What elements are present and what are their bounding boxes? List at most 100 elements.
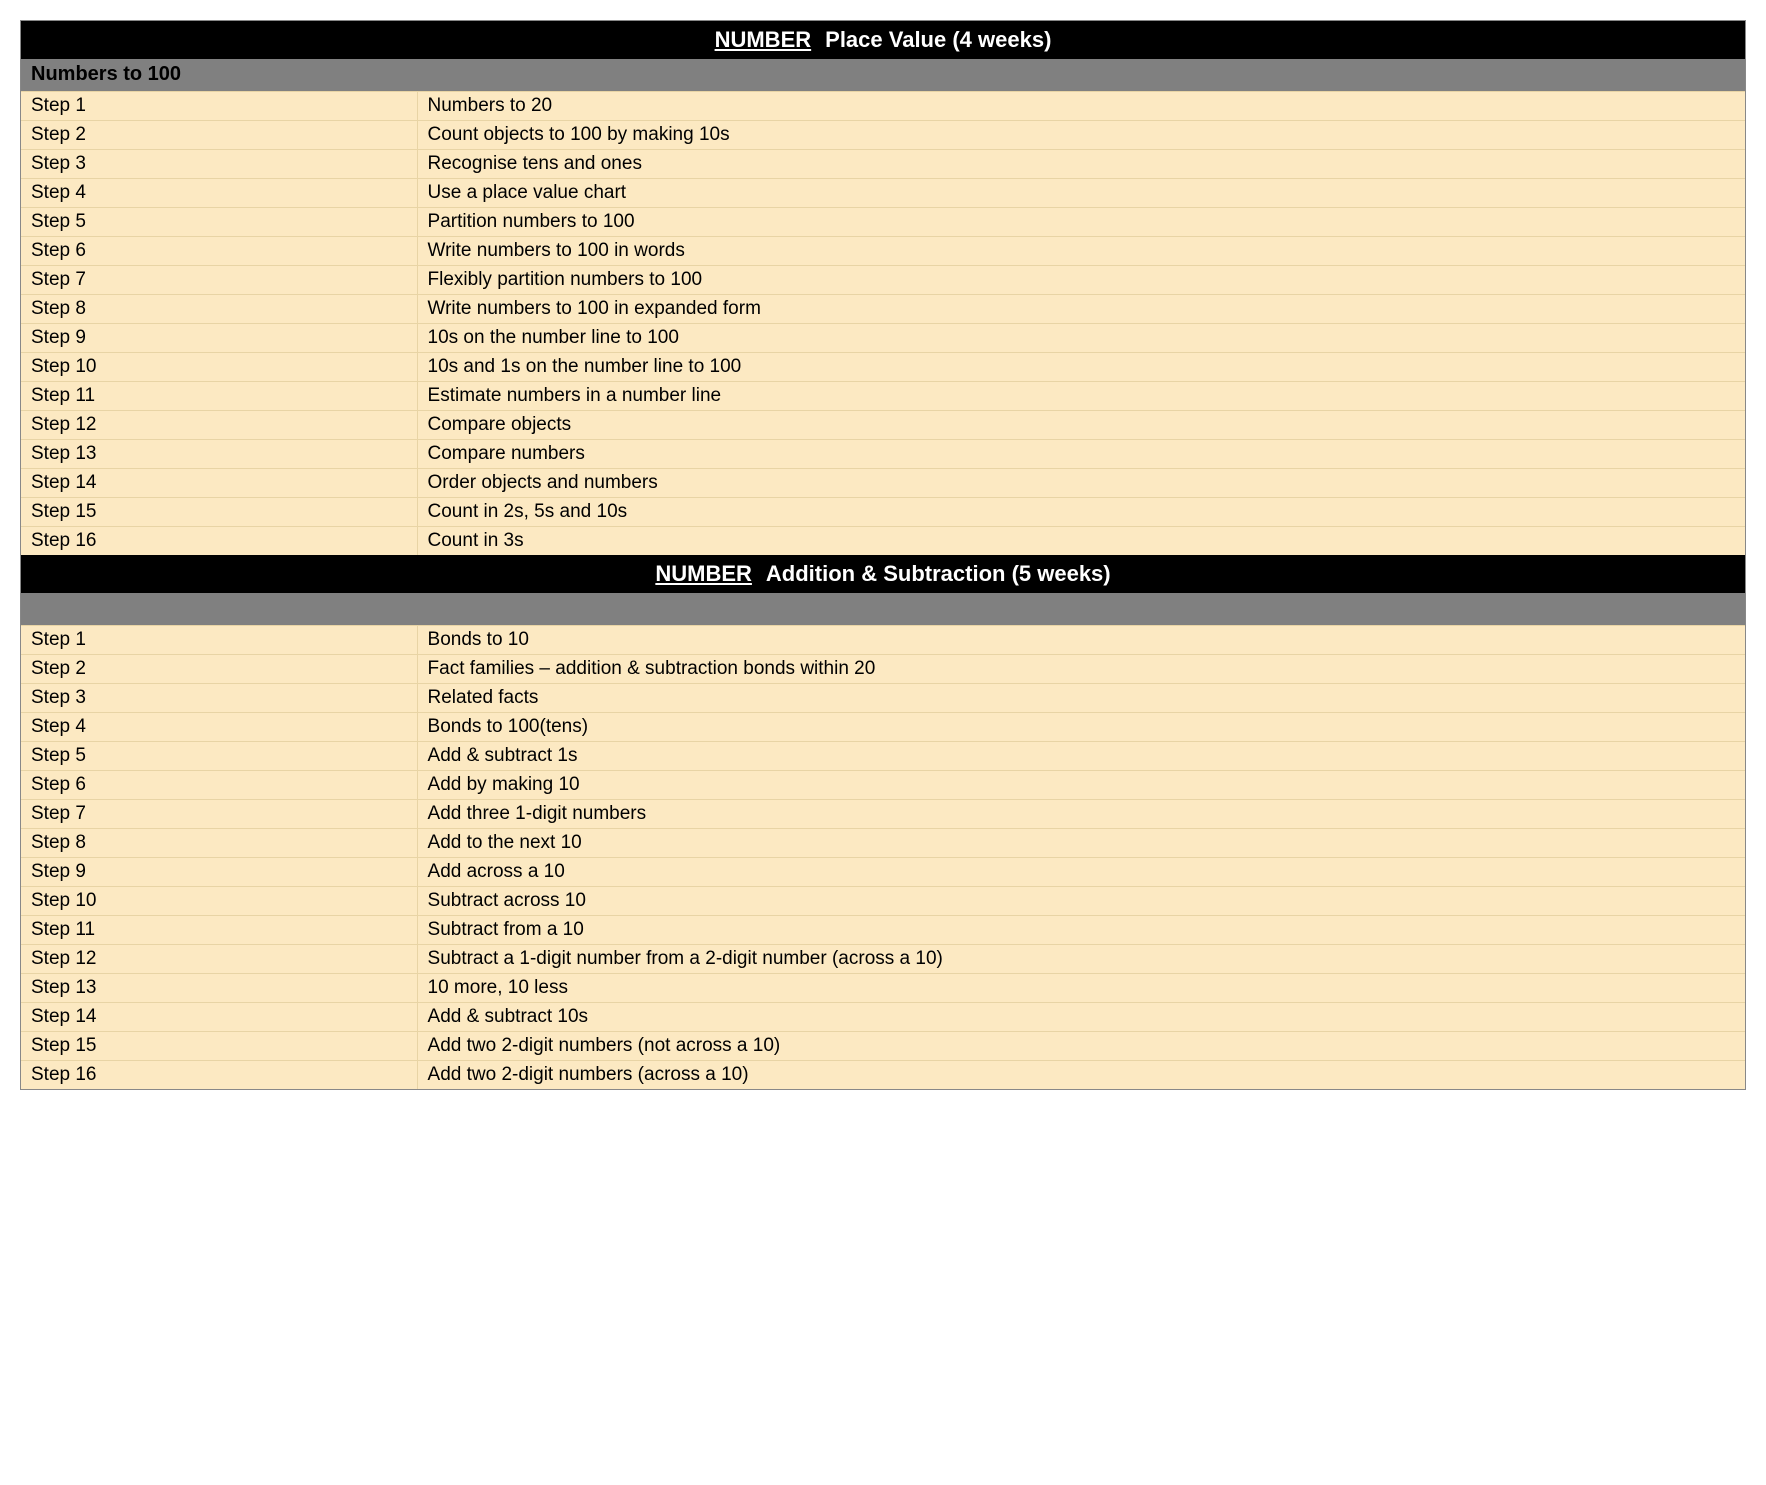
table-row: Step 4Use a place value chart <box>21 178 1745 207</box>
section-title: Addition & Subtraction (5 weeks) <box>766 561 1111 586</box>
step-description: Add two 2-digit numbers (not across a 10… <box>418 1032 1745 1060</box>
section-header: NUMBER Addition & Subtraction (5 weeks) <box>21 555 1745 593</box>
table-row: Step 910s on the number line to 100 <box>21 323 1745 352</box>
step-description: Fact families – addition & subtraction b… <box>418 655 1745 683</box>
step-label: Step 8 <box>21 295 418 323</box>
step-description: 10s and 1s on the number line to 100 <box>418 353 1745 381</box>
section-subheader <box>21 593 1745 625</box>
step-label: Step 8 <box>21 829 418 857</box>
table-row: Step 15Count in 2s, 5s and 10s <box>21 497 1745 526</box>
step-description: Estimate numbers in a number line <box>418 382 1745 410</box>
step-description: Count in 2s, 5s and 10s <box>418 498 1745 526</box>
table-row: Step 9Add across a 10 <box>21 857 1745 886</box>
step-description: Compare numbers <box>418 440 1745 468</box>
step-description: Order objects and numbers <box>418 469 1745 497</box>
step-description: Count in 3s <box>418 527 1745 555</box>
step-label: Step 12 <box>21 411 418 439</box>
step-description: Partition numbers to 100 <box>418 208 1745 236</box>
step-label: Step 13 <box>21 974 418 1002</box>
step-label: Step 5 <box>21 208 418 236</box>
table-row: Step 16Count in 3s <box>21 526 1745 555</box>
step-description: Bonds to 100(tens) <box>418 713 1745 741</box>
step-description: Use a place value chart <box>418 179 1745 207</box>
step-label: Step 14 <box>21 469 418 497</box>
table-row: Step 12Compare objects <box>21 410 1745 439</box>
step-description: Write numbers to 100 in expanded form <box>418 295 1745 323</box>
table-row: Step 7Flexibly partition numbers to 100 <box>21 265 1745 294</box>
step-label: Step 9 <box>21 324 418 352</box>
table-row: Step 3Related facts <box>21 683 1745 712</box>
step-label: Step 4 <box>21 713 418 741</box>
table-row: Step 6Write numbers to 100 in words <box>21 236 1745 265</box>
step-description: Compare objects <box>418 411 1745 439</box>
step-label: Step 3 <box>21 150 418 178</box>
table-row: Step 5Partition numbers to 100 <box>21 207 1745 236</box>
step-description: Subtract a 1-digit number from a 2-digit… <box>418 945 1745 973</box>
table-row: Step 16Add two 2-digit numbers (across a… <box>21 1060 1745 1089</box>
step-label: Step 7 <box>21 800 418 828</box>
step-label: Step 6 <box>21 237 418 265</box>
step-label: Step 16 <box>21 527 418 555</box>
step-description: Count objects to 100 by making 10s <box>418 121 1745 149</box>
table-row: Step 14Add & subtract 10s <box>21 1002 1745 1031</box>
step-description: 10 more, 10 less <box>418 974 1745 1002</box>
section-category: NUMBER <box>715 27 812 52</box>
section-category: NUMBER <box>655 561 752 586</box>
table-row: Step 11Estimate numbers in a number line <box>21 381 1745 410</box>
step-label: Step 10 <box>21 353 418 381</box>
table-row: Step 11Subtract from a 10 <box>21 915 1745 944</box>
step-label: Step 11 <box>21 382 418 410</box>
table-row: Step 1010s and 1s on the number line to … <box>21 352 1745 381</box>
table-row: Step 13Compare numbers <box>21 439 1745 468</box>
table-row: Step 4Bonds to 100(tens) <box>21 712 1745 741</box>
step-label: Step 4 <box>21 179 418 207</box>
curriculum-table: NUMBER Place Value (4 weeks) Numbers to 10… <box>20 20 1746 1090</box>
table-row: Step 15Add two 2-digit numbers (not acro… <box>21 1031 1745 1060</box>
table-row: Step 1Bonds to 10 <box>21 625 1745 654</box>
step-description: Subtract from a 10 <box>418 916 1745 944</box>
table-row: Step 8Write numbers to 100 in expanded f… <box>21 294 1745 323</box>
section-header: NUMBER Place Value (4 weeks) <box>21 21 1745 59</box>
step-label: Step 10 <box>21 887 418 915</box>
step-label: Step 15 <box>21 1032 418 1060</box>
table-row: Step 5Add & subtract 1s <box>21 741 1745 770</box>
step-label: Step 7 <box>21 266 418 294</box>
table-row: Step 7Add three 1-digit numbers <box>21 799 1745 828</box>
table-row: Step 1310 more, 10 less <box>21 973 1745 1002</box>
table-row: Step 6Add by making 10 <box>21 770 1745 799</box>
step-description: Related facts <box>418 684 1745 712</box>
step-description: Add & subtract 1s <box>418 742 1745 770</box>
step-description: Add three 1-digit numbers <box>418 800 1745 828</box>
step-label: Step 5 <box>21 742 418 770</box>
table-row: Step 3Recognise tens and ones <box>21 149 1745 178</box>
step-description: Numbers to 20 <box>418 92 1745 120</box>
step-description: Add two 2-digit numbers (across a 10) <box>418 1061 1745 1089</box>
step-label: Step 15 <box>21 498 418 526</box>
table-row: Step 14Order objects and numbers <box>21 468 1745 497</box>
step-label: Step 11 <box>21 916 418 944</box>
step-description: Add & subtract 10s <box>418 1003 1745 1031</box>
step-description: Add to the next 10 <box>418 829 1745 857</box>
table-row: Step 12Subtract a 1-digit number from a … <box>21 944 1745 973</box>
step-description: Write numbers to 100 in words <box>418 237 1745 265</box>
step-label: Step 9 <box>21 858 418 886</box>
section-title: Place Value (4 weeks) <box>825 27 1051 52</box>
table-row: Step 2Fact families – addition & subtrac… <box>21 654 1745 683</box>
step-label: Step 1 <box>21 92 418 120</box>
table-row: Step 10Subtract across 10 <box>21 886 1745 915</box>
step-description: Subtract across 10 <box>418 887 1745 915</box>
step-description: Recognise tens and ones <box>418 150 1745 178</box>
step-label: Step 6 <box>21 771 418 799</box>
section-subheader: Numbers to 100 <box>21 59 1745 91</box>
table-row: Step 8Add to the next 10 <box>21 828 1745 857</box>
table-row: Step 1Numbers to 20 <box>21 91 1745 120</box>
step-label: Step 13 <box>21 440 418 468</box>
step-label: Step 2 <box>21 655 418 683</box>
step-label: Step 1 <box>21 626 418 654</box>
step-description: 10s on the number line to 100 <box>418 324 1745 352</box>
table-row: Step 2Count objects to 100 by making 10s <box>21 120 1745 149</box>
step-description: Bonds to 10 <box>418 626 1745 654</box>
step-label: Step 12 <box>21 945 418 973</box>
step-label: Step 16 <box>21 1061 418 1089</box>
step-label: Step 3 <box>21 684 418 712</box>
